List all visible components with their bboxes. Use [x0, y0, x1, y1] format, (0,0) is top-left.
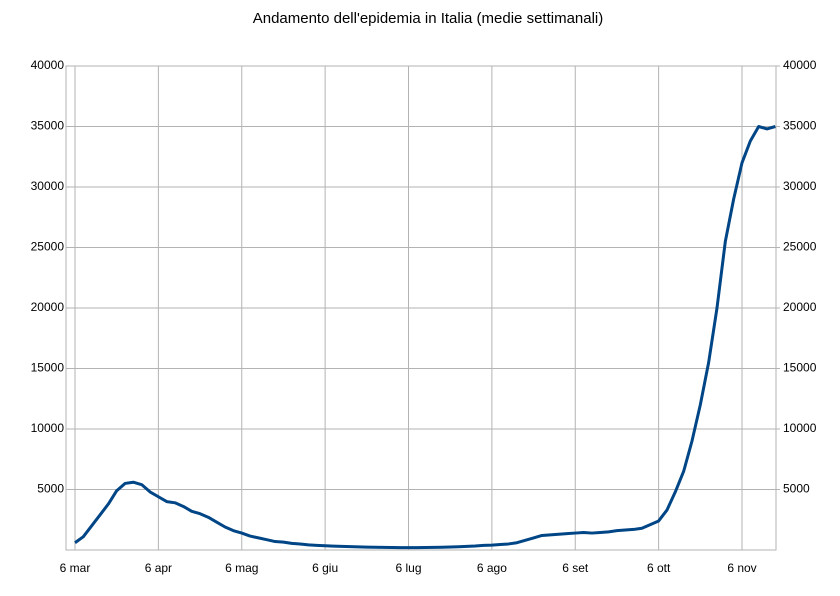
x-tick-label: 6 ago [477, 561, 507, 575]
y-tick-label: 25000 [31, 240, 65, 254]
y2-tick-label: 30000 [783, 179, 817, 193]
y2-tick-label: 10000 [783, 421, 817, 435]
x-tick-label: 6 set [562, 561, 589, 575]
y2-tick-label: 20000 [783, 300, 817, 314]
y-tick-label: 15000 [31, 361, 65, 375]
x-tick-label: 6 ott [647, 561, 671, 575]
y-tick-label: 5000 [37, 482, 64, 496]
y-tick-label: 40000 [31, 58, 65, 72]
y2-tick-label: 35000 [783, 119, 817, 133]
x-tick-label: 6 mar [60, 561, 91, 575]
y-tick-label: 10000 [31, 421, 65, 435]
y2-tick-label: 15000 [783, 361, 817, 375]
chart-title: Andamento dell'epidemia in Italia (medie… [253, 10, 604, 27]
x-tick-label: 6 mag [225, 561, 258, 575]
y-tick-label: 30000 [31, 179, 65, 193]
y2-tick-label: 25000 [783, 240, 817, 254]
x-tick-label: 6 nov [727, 561, 756, 575]
data-line [74, 125, 776, 550]
y-tick-label: 35000 [31, 119, 65, 133]
y-tick-label: 20000 [31, 300, 65, 314]
y2-tick-label: 5000 [783, 482, 810, 496]
x-tick-label: 6 lug [395, 561, 421, 575]
x-tick-label: 6 apr [145, 561, 172, 575]
x-tick-label: 6 giu [312, 561, 338, 575]
y2-tick-label: 40000 [783, 58, 817, 72]
